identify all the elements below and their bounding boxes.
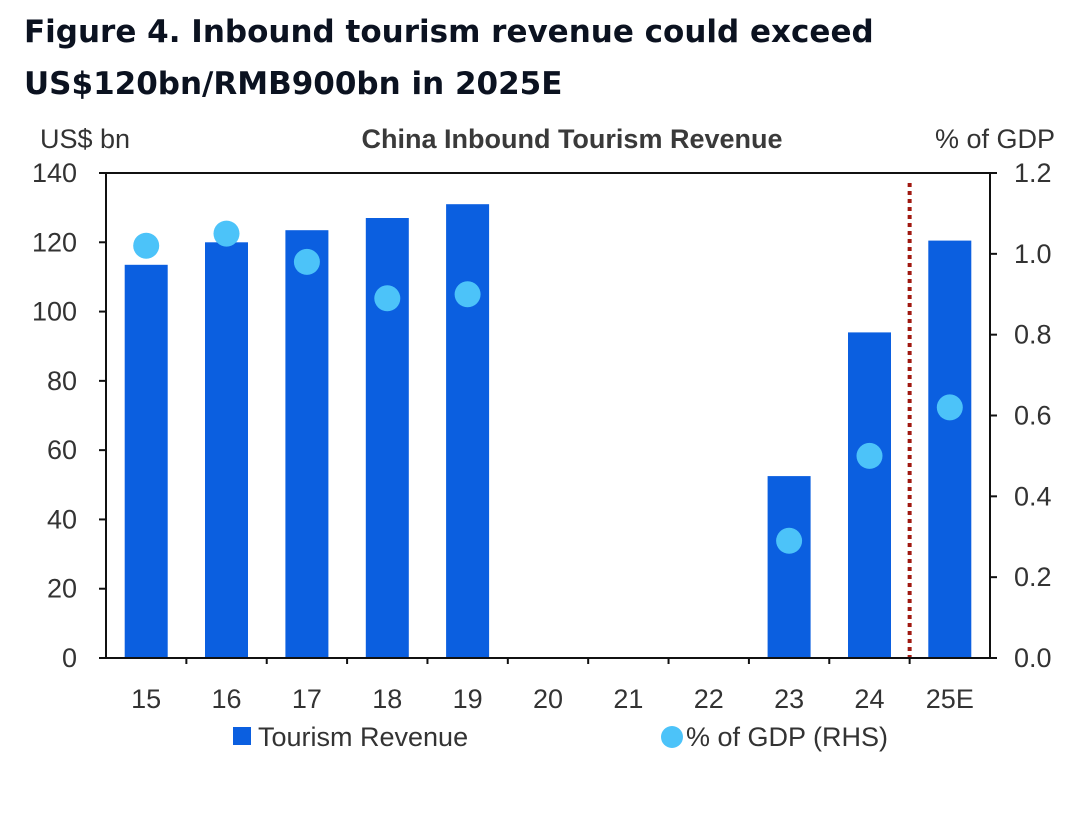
left-tick-label: 0 (62, 643, 77, 673)
figure-title-line-1: Figure 4. Inbound tourism revenue could … (24, 14, 874, 50)
x-tick-label: 25E (926, 684, 974, 714)
x-tick-label: 18 (372, 684, 402, 714)
gdp-dot-23 (776, 527, 803, 554)
x-tick-label: 19 (453, 684, 483, 714)
right-axis-title: % of GDP (935, 124, 1055, 154)
bar-23 (767, 476, 811, 658)
legend-bar-swatch (233, 727, 251, 745)
bar-18 (365, 218, 409, 658)
right-tick-label: 1.2 (1014, 158, 1052, 188)
figure-title: Figure 4. Inbound tourism revenue could … (24, 6, 1044, 110)
legend-dot-swatch (661, 726, 683, 748)
legend-label-tourism-revenue: Tourism Revenue (258, 722, 468, 752)
right-tick-label: 0.8 (1014, 320, 1052, 350)
x-tick-label: 22 (694, 684, 724, 714)
legend-label-gdp-share: % of GDP (RHS) (686, 722, 888, 752)
gdp-dot-15 (133, 232, 160, 259)
left-tick-label: 120 (32, 227, 77, 257)
legend: Tourism Revenue % of GDP (RHS) (233, 722, 888, 752)
right-tick-label: 0.2 (1014, 562, 1052, 592)
x-tick-label: 23 (774, 684, 804, 714)
bar-24 (848, 332, 891, 658)
x-tick-label: 15 (131, 684, 161, 714)
gdp-dot-19 (454, 281, 481, 308)
right-tick-label: 0.4 (1014, 481, 1052, 511)
left-tick-label: 140 (32, 158, 77, 188)
left-tick-label: 80 (47, 366, 77, 396)
left-tick-label: 20 (47, 574, 77, 604)
gdp-dot-24 (856, 442, 883, 469)
x-tick-label: 24 (854, 684, 884, 714)
figure-title-line-2: US$120bn/RMB900bn in 2025E (24, 66, 563, 102)
chart-title: China Inbound Tourism Revenue (361, 124, 782, 154)
x-tick-label: 21 (613, 684, 643, 714)
bar-17 (285, 230, 329, 658)
bar-25E (928, 240, 972, 658)
left-axis-title: US$ bn (40, 124, 130, 154)
left-tick-label: 60 (47, 435, 77, 465)
bar-15 (124, 264, 168, 658)
left-tick-label: 100 (32, 297, 77, 327)
plot-area: 0 20 40 60 80 100 120 140 0.0 0.2 0.4 0.6 0.8 1.0 1.2 1… (32, 158, 1052, 714)
right-tick-label: 1.0 (1014, 239, 1052, 269)
gdp-dot-17 (293, 248, 320, 275)
left-tick-label: 40 (47, 504, 77, 534)
gdp-dot-25E (936, 394, 963, 421)
x-tick-label: 16 (212, 684, 242, 714)
gdp-dot-16 (213, 220, 240, 247)
gdp-dot-18 (374, 285, 401, 312)
bar-16 (205, 242, 248, 659)
right-tick-label: 0.6 (1014, 401, 1052, 431)
right-tick-label: 0.0 (1014, 643, 1052, 673)
x-tick-label: 17 (292, 684, 322, 714)
x-tick-label: 20 (533, 684, 563, 714)
bar-19 (446, 204, 490, 658)
